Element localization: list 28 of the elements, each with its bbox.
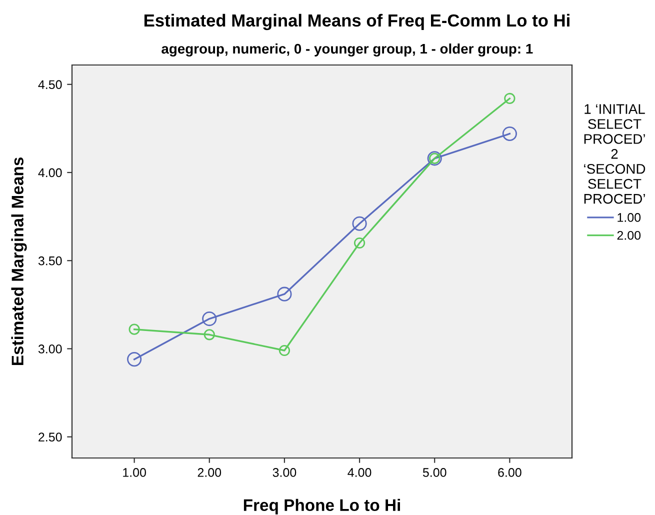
x-tick-label: 6.00: [498, 468, 522, 477]
x-tick-label: 3.00: [272, 468, 296, 477]
chart-subtitle: agegroup, numeric, 0 - younger group, 1 - older group: 1: [162, 43, 533, 57]
point: [202, 311, 217, 326]
x-tick-label: 5.00: [422, 468, 446, 477]
legend-title: 1 ‘INITIAL SELECT PROCED’ 2 ‘SECOND SELECT PROCED’: [584, 104, 646, 204]
y-tick-label: 3.00: [38, 344, 62, 354]
point: [277, 286, 292, 302]
legend-label: 2.00: [617, 230, 641, 240]
point: [504, 92, 516, 104]
point: [352, 216, 367, 231]
chart-title: Estimated Marginal Means of Freq E-Comm Lo to Hi: [144, 14, 570, 30]
y-axis-title: Estimated Marginal Means: [11, 158, 27, 366]
point: [502, 126, 517, 142]
point: [278, 344, 290, 356]
legend-label: 1.00: [618, 213, 641, 222]
y-tick-label: 4.50: [38, 80, 62, 90]
point: [354, 237, 366, 249]
x-axis-title: Freq Phone Lo to Hi: [244, 498, 400, 514]
y-tick-label: 3.50: [38, 256, 62, 266]
point: [128, 324, 140, 335]
x-tick-label: 4.00: [348, 468, 372, 477]
point: [204, 329, 215, 340]
x-tick-label: 2.00: [198, 468, 222, 477]
y-tick-label: 2.50: [38, 432, 62, 442]
x-tick-label: 1.00: [123, 468, 146, 477]
point: [127, 352, 142, 367]
y-tick-label: 4.00: [38, 168, 62, 178]
